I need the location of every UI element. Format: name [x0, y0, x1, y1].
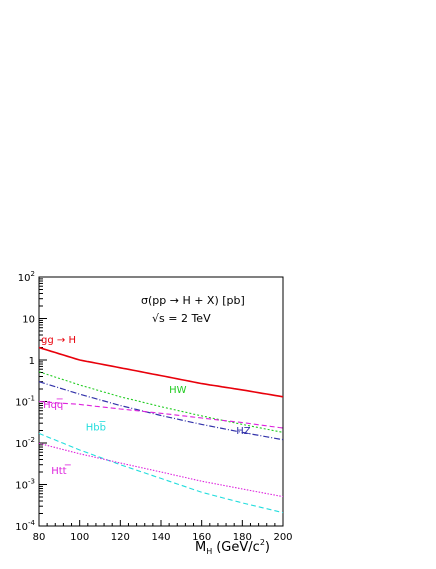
chart-subtitle: √s = 2 TeV [152, 312, 211, 325]
series-line [38, 432, 284, 514]
series-label: gg → H [41, 335, 76, 346]
series-line [38, 400, 284, 429]
y-tick-exponent: -1 [28, 395, 35, 403]
y-tick-base: 10 [15, 398, 28, 409]
x-tick-label: 80 [33, 532, 46, 543]
x-tick-label: 200 [273, 532, 292, 543]
y-tick-base: 10 [22, 315, 35, 326]
y-tick-label: 10-3 [15, 478, 35, 492]
series-label: Hbb [86, 423, 106, 434]
y-tick-base: 10 [15, 439, 28, 450]
series-layer [38, 346, 284, 514]
x-tick-label: 160 [192, 532, 211, 543]
y-tick-label: 1 [29, 356, 35, 367]
y-tick-exponent: 2 [31, 270, 35, 278]
series-line [38, 381, 284, 441]
x-tick-label: 120 [111, 532, 130, 543]
series-label: Htt [51, 466, 66, 477]
x-tick-label: 180 [233, 532, 252, 543]
chart-title: σ(pp → H + X) [pb] [141, 294, 245, 307]
x-tick-label: 100 [70, 532, 89, 543]
y-tick-label: 102 [18, 270, 35, 284]
y-tick-label: 10-2 [15, 436, 35, 450]
series-labels: gg → H HW HZ Hqq Hbb Htt [41, 335, 251, 477]
series-label: Hqq [43, 400, 63, 411]
y-tick-exponent: -3 [28, 478, 35, 486]
x-axis-label: MH (GeV/c2) [195, 538, 270, 556]
series-line [38, 346, 284, 398]
ticks-layer: 80 100 120 140 160 180 20010-410-310-210-11101… [15, 270, 292, 543]
series-line [38, 442, 284, 498]
y-tick-base: 10 [15, 522, 28, 533]
y-tick-label: 10-1 [15, 395, 35, 409]
y-tick-exponent: -2 [28, 436, 35, 444]
y-tick-base: 10 [15, 481, 28, 492]
y-tick-label: 10-4 [15, 519, 35, 533]
y-tick-label: 10 [22, 315, 35, 326]
y-tick-base: 10 [18, 273, 31, 284]
y-tick-exponent: -4 [28, 519, 36, 527]
y-tick-base: 1 [29, 356, 35, 367]
series-label: HW [169, 385, 187, 396]
series-label: HZ [236, 426, 251, 437]
x-tick-label: 140 [151, 532, 170, 543]
